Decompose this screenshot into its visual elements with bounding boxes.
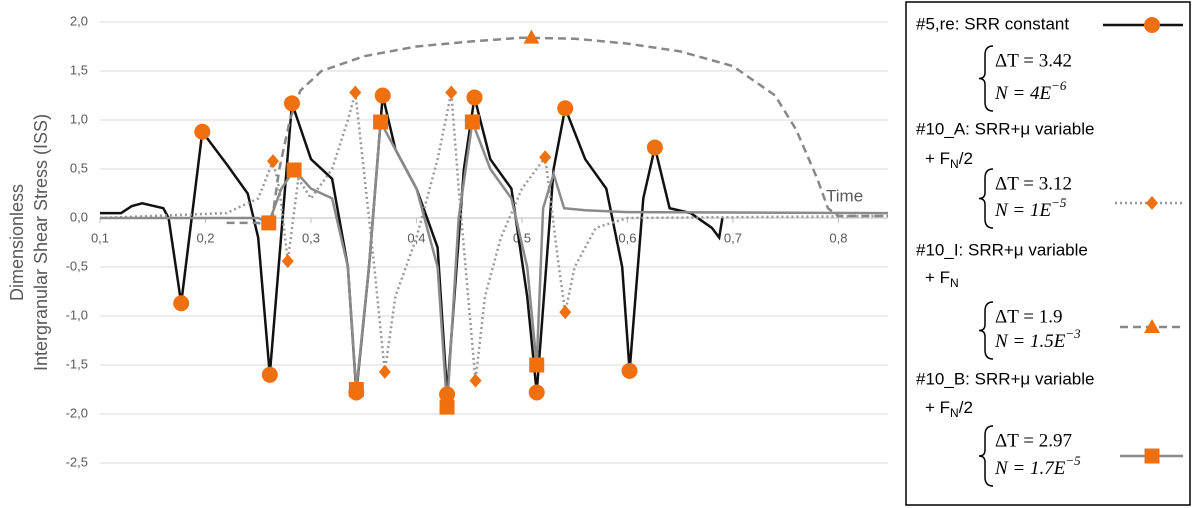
legend-label: + F [925,149,950,168]
marker [539,150,552,165]
x-tick-label: 0,1 [91,230,109,245]
formula: −5 [1051,195,1067,210]
marker [267,154,280,169]
x-tick-label: 0,3 [302,230,320,245]
formula: N = 1.7E [994,458,1066,479]
y-tick-label: -0,5 [66,258,88,273]
marker [464,114,480,130]
marker [439,386,456,403]
marker [621,362,638,379]
formula: −5 [1065,453,1081,468]
legend-marker [1144,448,1160,464]
formula: ΔT = 1.9 [995,306,1062,327]
legend-box [905,1,1191,506]
x-tick-label: 0,4 [407,230,425,245]
marker [523,29,540,44]
y-tick-label: 2,0 [70,13,88,28]
legend-label: + FN/2 [925,398,973,420]
marker [378,364,391,379]
formula: ΔT = 2.97 [995,430,1072,451]
brace [978,425,994,487]
marker [466,89,483,106]
x-tick-label: 0,6 [618,230,636,245]
legend-label: /2 [959,149,973,168]
marker [445,85,458,100]
marker [529,357,545,373]
legend-label: #5,re: SRR constant [916,14,1069,33]
series-line [100,95,724,395]
series-line [99,92,889,381]
marker [173,295,190,312]
legend-label: N [950,157,959,171]
y-tick-label: -1,0 [66,307,88,322]
formula: N = 1E−5 [994,195,1067,221]
marker [348,382,364,397]
y-tick-label: 0,5 [70,160,88,175]
marker [194,123,211,140]
x-tick-label: 0,8 [829,230,847,245]
legend-label: + FN [925,268,959,290]
y-axis-title: Intergranular Shear Stress (ISS) [31,114,51,371]
legend-label: + F [925,268,950,287]
formula: ΔT = 3.12 [995,173,1072,194]
y-tick-label: -2,5 [66,454,88,469]
formula: −6 [1051,78,1067,93]
marker [281,254,294,269]
marker [439,399,455,415]
brace [978,168,994,229]
formula: N = 1.5E−3 [994,326,1081,352]
legend-marker [1144,319,1160,333]
y-axis-title: Dimensionless [7,184,27,301]
marker [374,87,391,104]
y-tick-label: -1,5 [66,356,88,371]
brace [978,45,994,112]
y-tick-label: 0,0 [70,209,88,224]
marker [646,139,663,156]
series-line [226,36,888,230]
annotation: Time [826,186,863,205]
marker [557,100,574,117]
marker [261,215,277,231]
marker [469,373,482,388]
formula: N = 4E [994,83,1051,104]
formula: N = 4E−6 [994,78,1067,104]
legend-label: #10_B: SRR+μ variable [916,369,1094,388]
marker [528,384,545,401]
legend-label: N [950,406,959,420]
legend-marker [1146,196,1158,210]
legend-label: /2 [959,398,973,417]
marker [283,95,300,112]
brace [978,301,994,360]
formula: N = 1E [994,200,1051,221]
y-tick-label: 1,0 [70,111,88,126]
formula: N = 1.5E [994,331,1066,352]
marker [261,366,278,383]
formula: ΔT = 3.42 [995,50,1072,71]
marker [286,162,302,178]
y-tick-label: -2,0 [66,405,88,420]
legend-label: #10_A: SRR+μ variable [916,119,1094,138]
legend-label: + F [925,398,950,417]
x-tick-label: 0,2 [196,230,214,245]
y-tick-label: 1,5 [70,62,88,77]
legend-label: #10_I: SRR+μ variable [916,240,1088,259]
formula: N = 1.7E−5 [994,453,1081,479]
marker [559,305,572,320]
legend-marker [1144,17,1160,33]
marker [373,114,389,130]
formula: −3 [1065,326,1081,341]
marker [349,85,362,100]
legend-label: + FN/2 [925,149,973,171]
x-tick-label: 0,7 [724,230,742,245]
legend-label: N [950,276,959,290]
